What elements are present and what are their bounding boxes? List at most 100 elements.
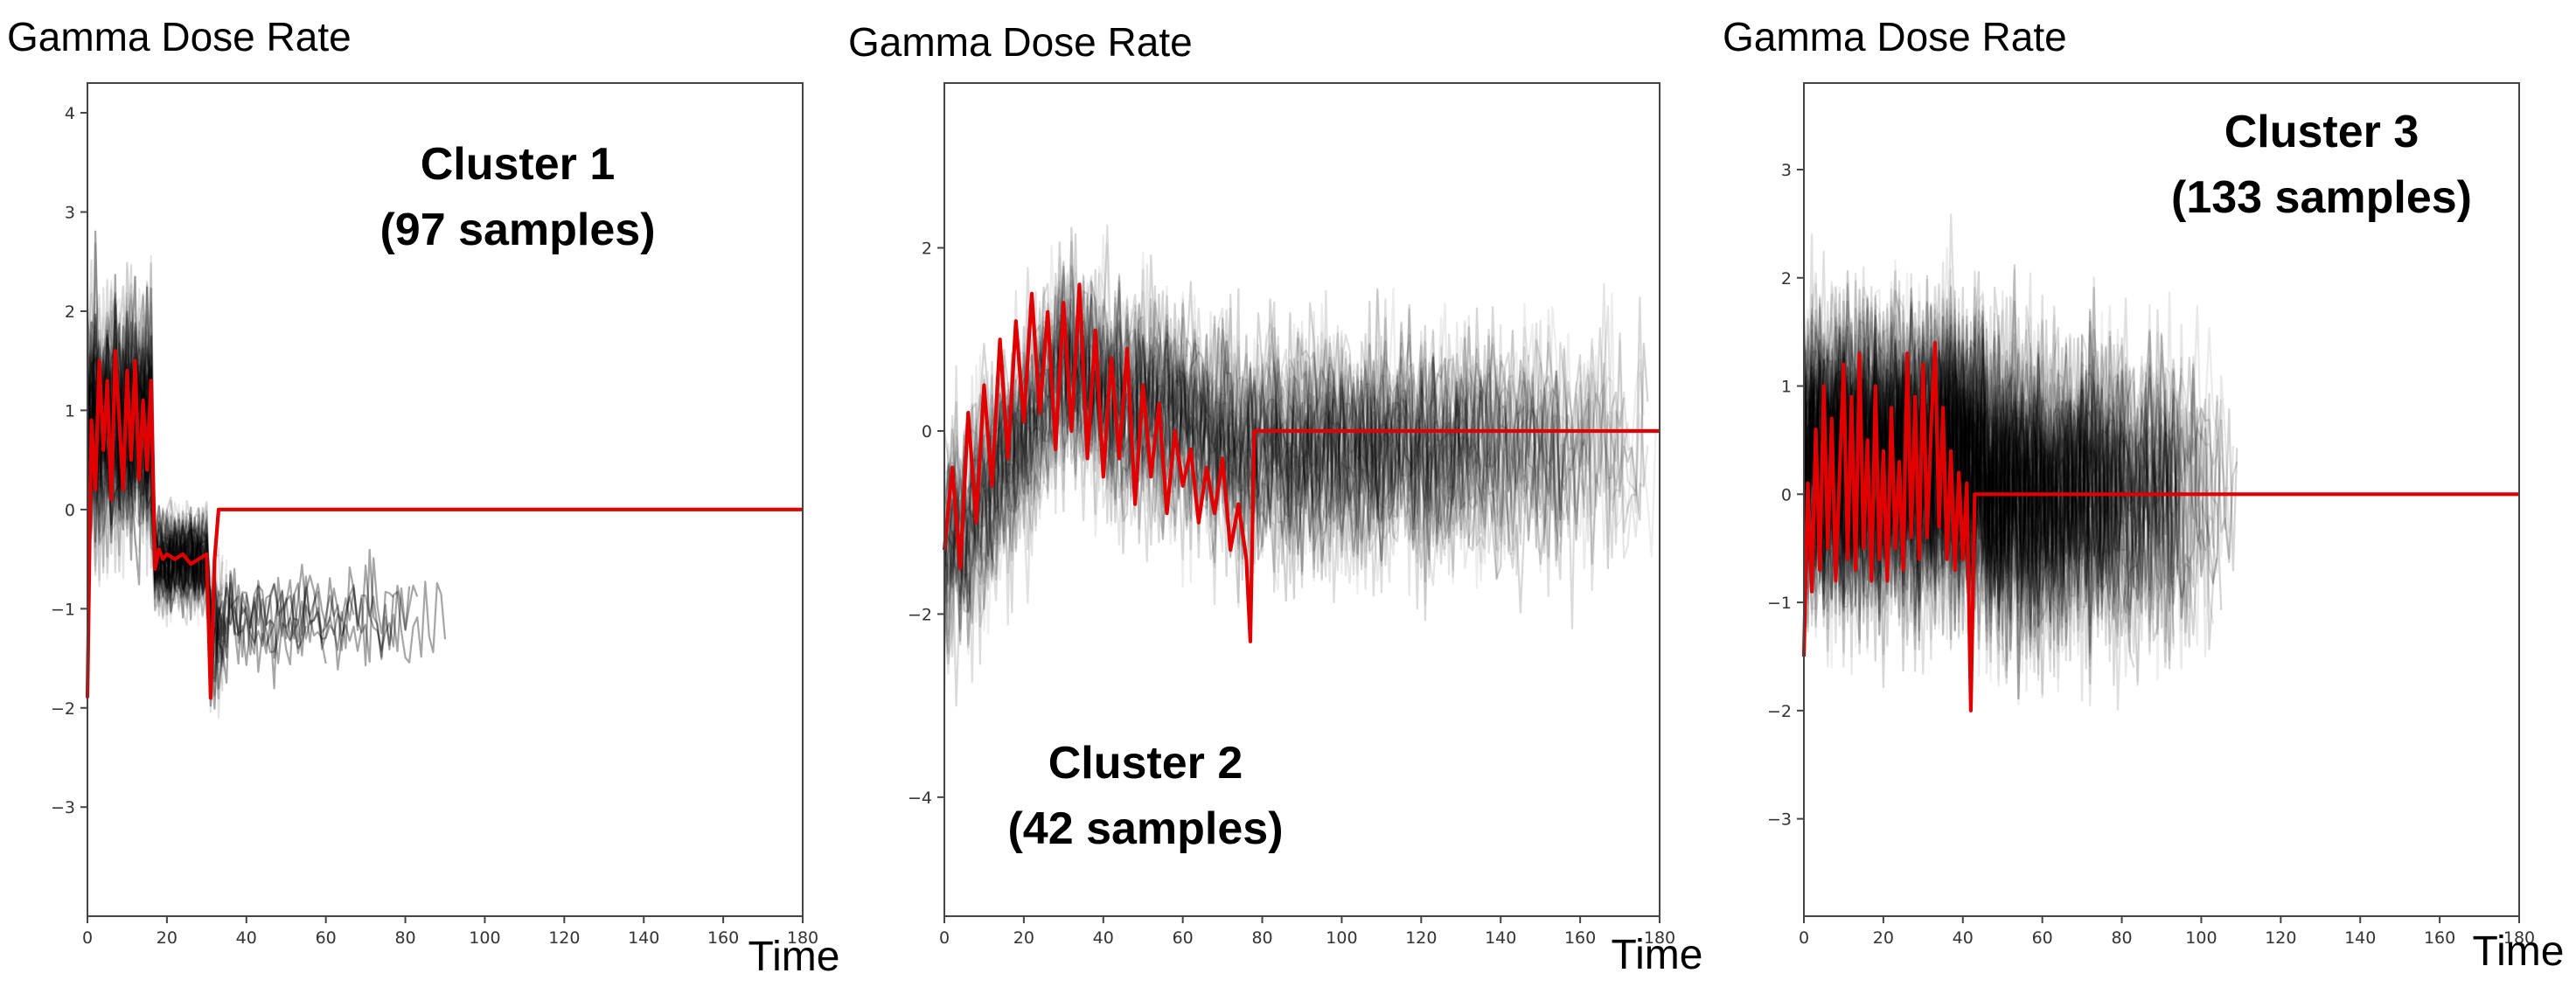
centroid-line	[85, 349, 803, 700]
y-tick-label: 3	[1781, 161, 1792, 180]
sample-line	[86, 320, 208, 595]
sample-line	[1802, 298, 2179, 615]
centroid-line	[1801, 340, 2519, 712]
sample-line	[1802, 302, 2095, 617]
sample-line	[86, 281, 215, 680]
sample-line	[1802, 334, 2159, 702]
sample-line	[1802, 309, 2238, 700]
sample-line	[1802, 233, 2103, 618]
y-tick-label: 2	[1781, 269, 1792, 288]
sample-line	[943, 271, 1479, 587]
sample-line	[943, 280, 1574, 651]
sample-line	[943, 275, 1506, 658]
sample-line	[943, 274, 1387, 661]
sample-line	[86, 314, 200, 601]
y-tick-label: −2	[51, 699, 75, 719]
x-tick-label: 0	[1799, 928, 1809, 948]
sample-line	[1802, 309, 2139, 644]
sample-line	[943, 241, 1403, 573]
plot-frame-cluster-1	[87, 82, 804, 917]
y-tick-label: 0	[65, 501, 75, 520]
sample-line	[1802, 301, 2187, 649]
sample-line	[1802, 272, 2183, 706]
x-tick-label: 140	[1485, 928, 1516, 948]
sample-line	[943, 240, 1514, 665]
cluster-2-label: Cluster 2	[1048, 738, 1243, 789]
x-tick-label: 40	[1093, 928, 1114, 948]
y-tick-label: 1	[1781, 378, 1792, 397]
sample-line	[943, 273, 1498, 630]
sample-line	[1802, 341, 1988, 615]
sample-line	[1802, 286, 2175, 664]
sample-line	[86, 314, 216, 692]
sample-line	[943, 294, 1482, 629]
x-tick-label: 80	[394, 928, 415, 948]
sample-line	[1802, 301, 2147, 628]
sample-line	[86, 284, 208, 608]
sample-line	[943, 224, 1399, 605]
cluster-1-label: Cluster 1	[421, 139, 616, 190]
sample-line	[943, 307, 1391, 595]
sample-line	[86, 323, 208, 602]
sample-line	[86, 322, 208, 602]
cluster-3-label: Cluster 3	[2224, 107, 2419, 157]
x-tick-label: 100	[469, 928, 500, 948]
sample-line	[86, 354, 447, 710]
sample-line	[943, 297, 1474, 624]
panel-3-xlabel: Time	[2473, 928, 2565, 975]
sample-line	[943, 275, 1479, 684]
x-tick-label: 180	[2503, 928, 2535, 948]
x-tick-label: 100	[2185, 928, 2217, 948]
x-tick-label: 40	[236, 928, 257, 948]
sample-line	[1802, 343, 1988, 624]
y-tick-label: 2	[922, 240, 932, 259]
y-tick-label: −2	[908, 605, 932, 624]
sample-line	[1802, 301, 1964, 618]
sample-line	[1803, 288, 2056, 678]
sample-line	[943, 265, 1462, 585]
x-tick-label: 0	[939, 928, 950, 948]
sample-line	[943, 272, 1446, 629]
panel-1-xlabel: Time	[748, 934, 840, 980]
cluster-3-sample-count: (133 samples)	[2171, 172, 2472, 223]
sample-line	[86, 291, 208, 591]
sample-line	[1803, 213, 2036, 627]
y-tick-label: 0	[1781, 485, 1792, 504]
x-tick-label: 60	[2032, 928, 2053, 948]
plot-area-cluster-1: 0 20 40 60 80 100 120 140 160 180 4 3 2 1 0 −1 −2 −3	[51, 104, 818, 948]
x-tick-label: 180	[1644, 928, 1675, 948]
sample-line	[1802, 300, 2207, 685]
sample-line	[943, 268, 1486, 650]
sample-line	[943, 265, 1629, 606]
x-tick-label: 0	[82, 928, 93, 948]
sample-line	[943, 226, 1466, 636]
cluster-1-sample-count: (97 samples)	[379, 205, 655, 255]
sample-line	[943, 286, 1626, 629]
sample-line	[1802, 270, 2183, 652]
y-tick-label: −1	[51, 600, 75, 619]
plot-frame-cluster-3	[1803, 82, 2520, 917]
sample-line	[1802, 299, 2067, 643]
x-tick-label: 80	[1251, 928, 1272, 948]
sample-line	[86, 304, 228, 685]
sample-line	[86, 309, 228, 662]
y-tick-label: −2	[1767, 702, 1792, 721]
sample-line	[1802, 313, 2051, 668]
y-tick-label: 3	[65, 203, 75, 222]
sample-line	[86, 322, 200, 599]
sample-line	[86, 297, 228, 655]
sample-line	[1802, 285, 2171, 652]
sample-line	[1802, 314, 2076, 650]
sample-line	[1802, 333, 2175, 643]
sample-line	[86, 307, 212, 669]
sample-line	[943, 313, 1570, 655]
sample-line	[1802, 273, 2111, 685]
sample-line	[943, 280, 1399, 646]
sample-line	[1802, 297, 2048, 629]
x-tick-label: 60	[1173, 928, 1194, 948]
y-tick-label: −3	[1767, 810, 1792, 830]
x-tick-label: 100	[1326, 928, 1357, 948]
sample-line	[1802, 297, 2028, 631]
